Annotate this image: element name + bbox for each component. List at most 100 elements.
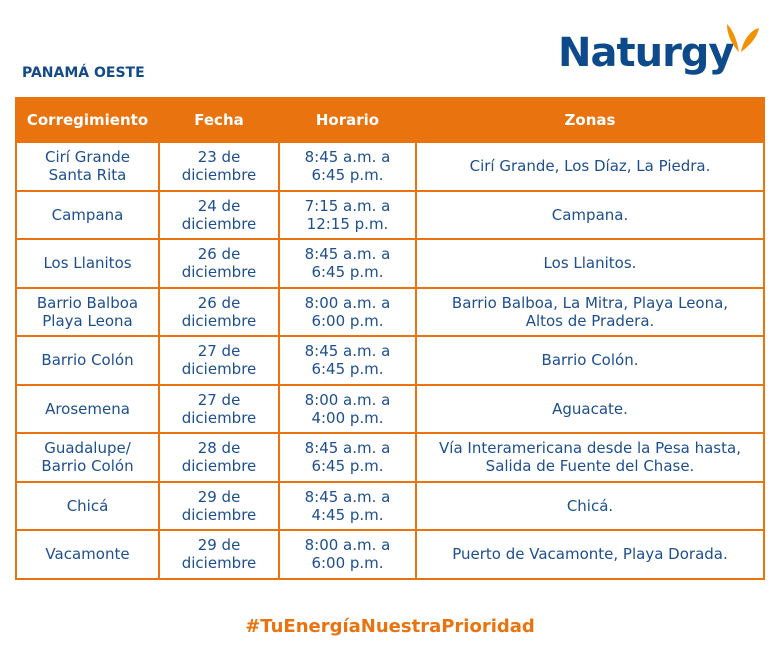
cell-line: Puerto de Vacamonte, Playa Dorada. <box>452 545 728 564</box>
cell-line: Arosemena <box>45 399 130 418</box>
cell-line: 8:00 a.m. a <box>304 293 391 312</box>
table-cell: Aguacate. <box>415 383 765 434</box>
table-cell: 8:45 a.m. a 6:45 p.m. <box>278 238 417 289</box>
table-cell: Campana. <box>415 189 765 240</box>
table-cell: 8:45 a.m. a 4:45 p.m. <box>278 480 417 531</box>
table-cell: 28 de diciembre <box>158 432 280 483</box>
table-cell: Barrio Colón. <box>415 335 765 386</box>
table-cell: 27 de diciembre <box>158 335 280 386</box>
cell-line: 27 de <box>197 342 241 361</box>
cell-line: Santa Rita <box>48 166 127 185</box>
table-cell: Vía Interamericana desde la Pesa hasta, S… <box>415 432 765 483</box>
cell-line: diciembre <box>181 457 257 476</box>
table-cell: Chicá. <box>415 480 765 531</box>
cell-line: Barrio Colón <box>41 457 134 476</box>
cell-line: 29 de <box>197 487 241 506</box>
cell-line: Cirí Grande, Los Díaz, La Piedra. <box>469 157 711 176</box>
table-cell: Vacamonte <box>15 529 160 580</box>
logo-butterfly <box>727 24 759 52</box>
column-header: Horario <box>278 97 417 143</box>
cell-line: 7:15 a.m. a <box>304 196 391 215</box>
cell-line: 6:45 p.m. <box>311 263 384 282</box>
table-row: Arosemena 27 de diciembre 8:00 a.m. a 4:00 p… <box>15 383 765 434</box>
cell-line: 8:45 a.m. a <box>304 245 391 264</box>
cell-line: 8:00 a.m. a <box>304 390 391 409</box>
cell-line: 6:00 p.m. <box>311 554 384 573</box>
cell-line: diciembre <box>181 505 257 524</box>
table-cell: 29 de diciembre <box>158 480 280 531</box>
table-cell: Guadalupe/Barrio Colón <box>15 432 160 483</box>
header-row: Corregimiento Fecha Horario Zonas <box>15 97 765 143</box>
table-cell: 8:00 a.m. a 6:00 p.m. <box>278 286 417 337</box>
table-row: Los Llanitos 26 de diciembre 8:45 a.m. a 6:4… <box>15 238 765 289</box>
cell-line: Salida de Fuente del Chase. <box>485 457 695 476</box>
table-cell: 26 de diciembre <box>158 238 280 289</box>
cell-line: diciembre <box>181 166 257 185</box>
cell-line: 8:45 a.m. a <box>304 342 391 361</box>
cell-line: Vacamonte <box>45 545 130 564</box>
cell-line: 6:00 p.m. <box>311 311 384 330</box>
table-row: Vacamonte 29 de diciembre 8:00 a.m. a 6:00 p… <box>15 529 765 580</box>
cell-line: diciembre <box>181 408 257 427</box>
table-cell: 8:00 a.m. a 4:00 p.m. <box>278 383 417 434</box>
table-cell: 8:45 a.m. a 6:45 p.m. <box>278 432 417 483</box>
logo-text: Naturgy <box>558 30 734 76</box>
cell-line: 4:45 p.m. <box>311 505 384 524</box>
schedule-table: Corregimiento Fecha Horario Zonas Cirí Gran… <box>15 97 765 580</box>
cell-line: 8:00 a.m. a <box>304 536 391 555</box>
table-cell: 8:45 a.m. a 6:45 p.m. <box>278 141 417 192</box>
table-cell: Campana <box>15 189 160 240</box>
table-cell: Los Llanitos <box>15 238 160 289</box>
table-cell: Puerto de Vacamonte, Playa Dorada. <box>415 529 765 580</box>
cell-line: Cirí Grande <box>45 148 130 167</box>
table-cell: 23 de diciembre <box>158 141 280 192</box>
cell-line: 26 de <box>197 293 241 312</box>
cell-line: Altos de Pradera. <box>525 311 655 330</box>
cell-line: Vía Interamericana desde la Pesa hasta, <box>439 439 741 458</box>
table-cell: 8:45 a.m. a 6:45 p.m. <box>278 335 417 386</box>
table-cell: 27 de diciembre <box>158 383 280 434</box>
cell-line: Los Llanitos. <box>543 254 637 273</box>
cell-line: Los Llanitos <box>43 254 132 273</box>
table-cell: 8:00 a.m. a 6:00 p.m. <box>278 529 417 580</box>
cell-line: Guadalupe/ <box>44 439 131 458</box>
cell-line: 6:45 p.m. <box>311 457 384 476</box>
table-cell: Barrio Balboa, La Mitra, Playa Leona, Alt… <box>415 286 765 337</box>
column-header: Corregimiento <box>15 97 160 143</box>
cell-line: diciembre <box>181 360 257 379</box>
table-cell: Barrio Colón <box>15 335 160 386</box>
cell-line: 4:00 p.m. <box>311 408 384 427</box>
cell-line: 24 de <box>197 196 241 215</box>
column-header: Fecha <box>158 97 280 143</box>
cell-line: Campana <box>51 205 124 224</box>
cell-line: Playa Leona <box>42 311 133 330</box>
table-row: Guadalupe/Barrio Colón 28 de diciembre 8:45… <box>15 432 765 483</box>
cell-line: Barrio Colón. <box>541 351 639 370</box>
table-cell: 7:15 a.m. a 12:15 p.m. <box>278 189 417 240</box>
cell-line: 28 de <box>197 439 241 458</box>
cell-line: Chicá. <box>566 496 614 515</box>
cell-line: 12:15 p.m. <box>306 214 389 233</box>
cell-line: diciembre <box>181 311 257 330</box>
cell-line: 26 de <box>197 245 241 264</box>
table-row: Barrio Colón 27 de diciembre 8:45 a.m. a 6:4… <box>15 335 765 386</box>
hashtag: #TuEnergíaNuestraPrioridad <box>245 616 535 637</box>
cell-line: diciembre <box>181 554 257 573</box>
cell-line: Barrio Balboa <box>36 293 139 312</box>
cell-line: Chicá <box>66 496 109 515</box>
table-cell: Cirí Grande Santa Rita <box>15 141 160 192</box>
cell-line: 8:45 a.m. a <box>304 487 391 506</box>
region-title: PANAMÁ OESTE <box>22 65 145 81</box>
cell-line: Aguacate. <box>552 399 628 418</box>
cell-line: Barrio Balboa, La Mitra, Playa Leona, <box>451 293 729 312</box>
column-header: Zonas <box>415 97 765 143</box>
table-cell: Barrio Balboa Playa Leona <box>15 286 160 337</box>
table-cell: Cirí Grande, Los Díaz, La Piedra. <box>415 141 765 192</box>
logo: Naturgy <box>558 22 768 82</box>
cell-line: 8:45 a.m. a <box>304 148 391 167</box>
cell-line: 23 de <box>197 148 241 167</box>
table-row: Barrio Balboa Playa Leona 26 de diciembre 8:… <box>15 286 765 337</box>
cell-line: 29 de <box>197 536 241 555</box>
cell-line: 27 de <box>197 390 241 409</box>
